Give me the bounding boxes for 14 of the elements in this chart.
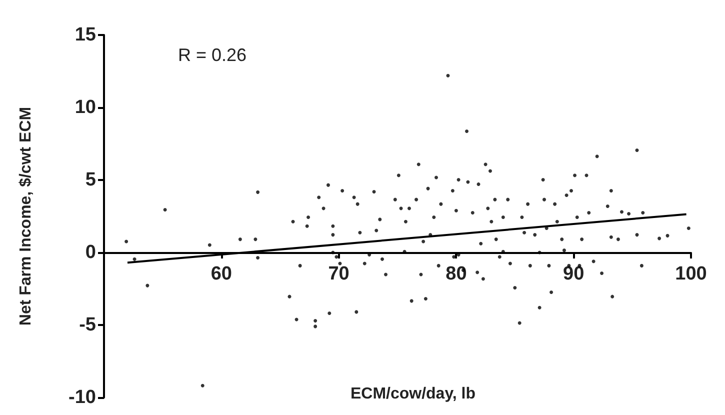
y-tick-label: 5: [85, 170, 96, 190]
x-axis-title: ECM/cow/day, lb: [350, 386, 476, 402]
y-tick-label: 0: [85, 242, 96, 263]
x-tick-label: 90: [563, 263, 584, 284]
x-tick-label: 80: [446, 263, 467, 284]
x-tick-label: 70: [328, 263, 350, 284]
y-tick-label: 10: [74, 97, 96, 118]
y-tick-label: 15: [74, 24, 96, 46]
y-axis-title: Net Farm Income, $/cwt ECM: [18, 106, 34, 326]
x-tick-label: 60: [210, 263, 232, 284]
x-tick-label: 100: [675, 263, 707, 284]
annotation: R = 0.26: [178, 45, 247, 65]
y-tick-label: -10: [68, 387, 96, 408]
y-tick-label: -5: [79, 314, 96, 336]
